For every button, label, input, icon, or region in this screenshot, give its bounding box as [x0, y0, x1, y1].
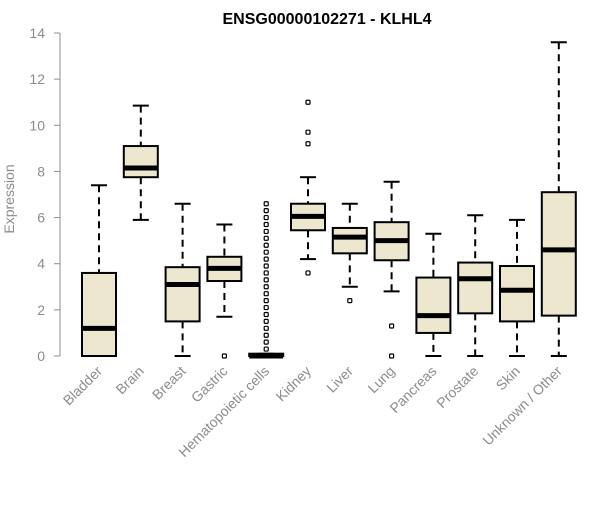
outlier-point — [305, 270, 311, 276]
outlier-point — [263, 277, 269, 283]
x-tick-label: Prostate — [433, 363, 481, 411]
outlier-point — [263, 256, 269, 262]
outlier-point — [263, 235, 269, 241]
box-group — [499, 218, 535, 357]
outlier-point — [347, 298, 353, 304]
outlier-point — [263, 291, 269, 297]
box-group — [457, 214, 494, 357]
y-tick-label: 4 — [37, 256, 45, 272]
box-group — [290, 99, 326, 276]
outlier-point — [305, 141, 311, 147]
box-group — [331, 202, 368, 304]
outlier-point — [263, 242, 269, 248]
x-tick-label: Liver — [323, 363, 356, 396]
outlier-point — [263, 311, 269, 318]
outlier-point — [263, 214, 269, 221]
y-tick-label: 6 — [37, 210, 45, 226]
x-tick-label: Lung — [364, 363, 397, 396]
x-tick-label: Breast — [149, 363, 189, 403]
y-axis: 0 2 4 6 8 10 12 14 — [29, 25, 61, 364]
y-tick-label: 12 — [29, 71, 45, 87]
box-group — [81, 184, 117, 358]
outlier-point — [263, 332, 269, 338]
outlier-point — [263, 346, 269, 352]
x-tick-label: Brain — [112, 363, 146, 397]
outlier-point — [263, 284, 269, 290]
box — [81, 271, 117, 358]
box — [122, 145, 159, 179]
box — [415, 276, 452, 334]
box-group — [206, 223, 243, 359]
plot-area — [81, 41, 577, 359]
y-tick-label: 0 — [37, 348, 45, 364]
box-group — [122, 104, 159, 221]
box-group — [540, 41, 577, 357]
box-group — [415, 232, 452, 357]
outlier-point — [263, 263, 269, 269]
y-tick-label: 8 — [37, 163, 45, 179]
outlier-point — [305, 129, 311, 135]
x-tick-label: Skin — [493, 363, 524, 394]
outlier-point — [263, 228, 269, 235]
outlier-point — [389, 323, 395, 329]
outlier-point — [389, 353, 395, 359]
x-tick-label: Unknown / Other — [479, 363, 565, 449]
outlier-point — [263, 270, 269, 276]
box — [540, 191, 577, 317]
box — [457, 261, 494, 315]
x-tick-label: Kidney — [273, 363, 315, 405]
outlier-point — [263, 208, 269, 214]
outlier-point — [263, 201, 269, 207]
outlier-point — [263, 298, 269, 304]
box-group — [164, 202, 201, 357]
outlier-point — [221, 353, 227, 359]
outlier-point — [263, 339, 269, 345]
chart-title: ENSG00000102271 - KLHL4 — [223, 11, 432, 28]
outlier-point — [305, 99, 311, 105]
box — [164, 266, 201, 323]
outlier-point — [263, 221, 269, 228]
box — [331, 226, 368, 255]
outlier-point — [263, 325, 269, 331]
y-tick-label: 14 — [29, 25, 45, 41]
box — [499, 265, 535, 323]
x-tick-label: Bladder — [60, 363, 106, 409]
box-group — [373, 180, 410, 359]
box-group — [248, 201, 285, 359]
outlier-point — [263, 249, 269, 255]
y-tick-label: 2 — [37, 302, 45, 318]
outlier-point — [263, 318, 269, 324]
outlier-point — [263, 304, 269, 311]
y-axis-label: Expression — [1, 164, 17, 233]
y-tick-label: 10 — [29, 117, 45, 133]
